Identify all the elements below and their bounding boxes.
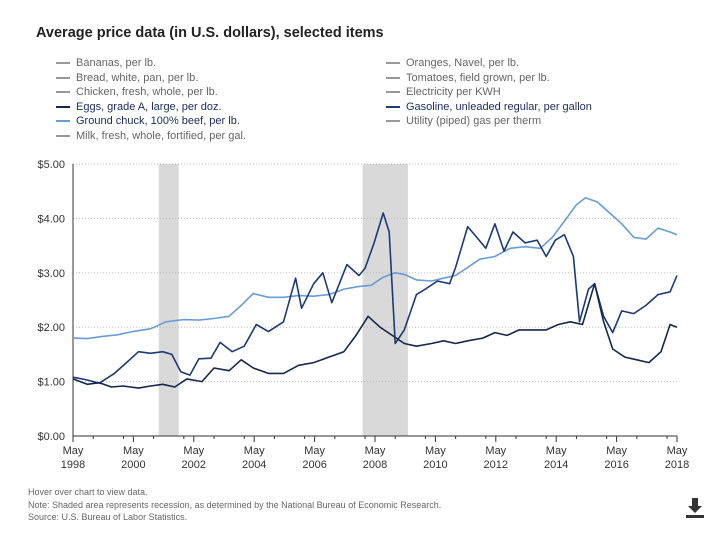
x-tick-year: 2016 bbox=[604, 459, 628, 471]
recession-note: Note: Shaded area represents recession, … bbox=[28, 499, 442, 510]
legend-swatch bbox=[386, 62, 400, 64]
legend-label: Chicken, fresh, whole, per lb. bbox=[76, 86, 218, 98]
legend-swatch bbox=[56, 134, 70, 137]
legend-item[interactable]: Bananas, per lb. bbox=[56, 56, 156, 70]
legend-item[interactable]: Eggs, grade A, large, per doz. bbox=[56, 100, 222, 114]
y-tick-label: $3.00 bbox=[37, 268, 65, 280]
x-tick-year: 2000 bbox=[121, 459, 145, 471]
x-tick-year: 2002 bbox=[182, 459, 206, 471]
download-icon[interactable] bbox=[684, 496, 706, 520]
legend-item[interactable]: Chicken, fresh, whole, per lb. bbox=[56, 85, 218, 99]
legend-swatch bbox=[56, 105, 70, 108]
x-tick-month: May bbox=[244, 445, 265, 457]
x-tick-month: May bbox=[183, 445, 204, 457]
x-tick-month: May bbox=[123, 445, 144, 457]
x-tick-month: May bbox=[606, 445, 627, 457]
x-tick-month: May bbox=[365, 445, 386, 457]
x-tick-month: May bbox=[546, 445, 567, 457]
x-tick-month: May bbox=[63, 445, 84, 457]
x-tick-month: May bbox=[485, 445, 506, 457]
y-tick-label: $5.00 bbox=[37, 159, 65, 171]
x-tick-year: 2012 bbox=[484, 459, 508, 471]
y-tick-label: $0.00 bbox=[37, 431, 65, 443]
legend-label: Electricity per KWH bbox=[406, 86, 501, 98]
legend-item[interactable]: Electricity per KWH bbox=[386, 85, 501, 99]
x-tick-year: 2008 bbox=[363, 459, 387, 471]
legend-item[interactable]: Gasoline, unleaded regular, per gallon bbox=[386, 100, 592, 114]
y-tick-label: $1.00 bbox=[37, 377, 65, 389]
x-tick-month: May bbox=[425, 445, 446, 457]
series-line[interactable] bbox=[72, 196, 678, 340]
legend-label: Milk, fresh, whole, fortified, per gal. bbox=[76, 129, 246, 142]
legend-item[interactable]: Utility (piped) gas per therm bbox=[386, 114, 541, 128]
legend-label: Gasoline, unleaded regular, per gallon bbox=[406, 100, 592, 113]
x-tick-year: 1998 bbox=[61, 459, 85, 471]
x-tick-month: May bbox=[304, 445, 325, 457]
legend: Bananas, per lb. Bread, white, pan, per l… bbox=[0, 56, 725, 143]
y-tick-label: $2.00 bbox=[37, 322, 65, 334]
legend-swatch bbox=[56, 62, 70, 64]
hover-note: Hover over chart to view data. bbox=[28, 487, 148, 497]
recession-band bbox=[362, 164, 408, 436]
legend-label: Eggs, grade A, large, per doz. bbox=[76, 100, 222, 113]
legend-label: Oranges, Navel, per lb. bbox=[406, 57, 520, 69]
legend-label: Utility (piped) gas per therm bbox=[406, 115, 542, 127]
y-tick-label: $4.00 bbox=[37, 213, 65, 225]
x-tick-year: 2006 bbox=[302, 459, 326, 471]
legend-item[interactable]: Bread, white, pan, per lb. bbox=[56, 71, 198, 85]
legend-swatch bbox=[386, 120, 400, 122]
legend-label: Bananas, per lb. bbox=[76, 57, 157, 69]
series-line[interactable] bbox=[72, 282, 678, 389]
x-tick-year: 2010 bbox=[423, 459, 447, 471]
chart[interactable]: $0.00 $1.00 $2.00 $3.00 $4.00 $5.00 May 1998 May… bbox=[0, 150, 725, 480]
series-line[interactable] bbox=[72, 212, 678, 384]
x-tick-year: 2018 bbox=[665, 459, 689, 471]
chart-title: Average price data (in U.S. dollars), se… bbox=[36, 25, 384, 41]
legend-label: Bread, white, pan, per lb. bbox=[76, 71, 199, 84]
legend-swatch bbox=[386, 105, 400, 108]
x-tick-year: 2004 bbox=[242, 459, 266, 471]
legend-swatch bbox=[56, 76, 70, 79]
legend-label: Tomatoes, field grown, per lb. bbox=[406, 71, 550, 84]
legend-swatch bbox=[56, 91, 70, 93]
x-tick-year: 2014 bbox=[544, 459, 568, 471]
legend-item[interactable]: Tomatoes, field grown, per lb. bbox=[386, 71, 550, 85]
recession-band bbox=[158, 164, 179, 436]
x-tick-month: May bbox=[667, 445, 688, 457]
legend-swatch bbox=[386, 76, 400, 79]
legend-item[interactable]: Milk, fresh, whole, fortified, per gal. bbox=[56, 129, 246, 143]
legend-item[interactable]: Ground chuck, 100% beef, per lb. bbox=[56, 114, 240, 128]
legend-swatch bbox=[386, 91, 400, 93]
legend-swatch bbox=[56, 120, 70, 122]
notes: Hover over chart to view data. Note: Sha… bbox=[28, 486, 441, 524]
legend-item[interactable]: Oranges, Navel, per lb. bbox=[386, 56, 519, 70]
legend-label: Ground chuck, 100% beef, per lb. bbox=[76, 115, 240, 127]
source-note: Source: U.S. Bureau of Labor Statistics. bbox=[28, 512, 188, 522]
